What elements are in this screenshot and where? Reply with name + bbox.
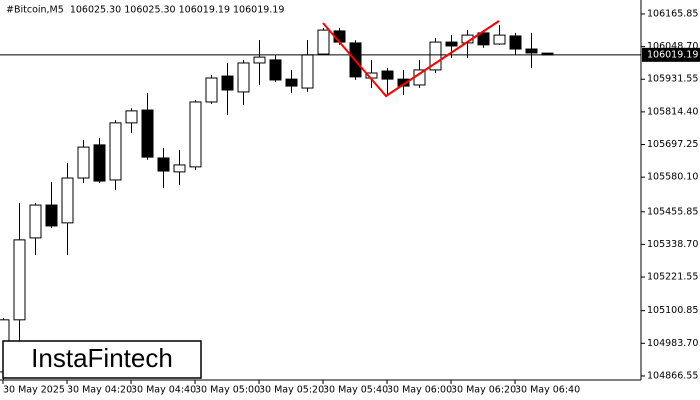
candle-body: [77, 146, 90, 179]
current-price-label: 106019.19: [647, 49, 698, 60]
candle-body: [269, 59, 282, 81]
candle-body: [237, 62, 250, 93]
pattern-line: [322, 20, 500, 98]
candle-body: [205, 77, 218, 103]
y-tick-label: 105221.55: [647, 272, 698, 283]
y-tick-label: 105697.25: [647, 139, 698, 150]
x-tick-label: 30 May 06:00: [387, 385, 452, 396]
candle-body: [13, 239, 26, 321]
x-tick-label: 30 May 06:40: [515, 385, 580, 396]
y-tick-label: 105814.40: [647, 106, 698, 117]
candle-body: [141, 109, 154, 158]
y-tick-label: 105100.85: [647, 305, 698, 316]
candle-body: [221, 75, 234, 91]
candle-body: [381, 70, 394, 80]
x-tick-label: 30 May 06:20: [451, 385, 516, 396]
y-tick-label: 106048.70: [647, 41, 698, 52]
y-tick-label: 104866.55: [647, 370, 698, 381]
candle-body: [477, 32, 490, 46]
candle-body: [301, 54, 314, 89]
candle-body: [509, 35, 522, 50]
chart-title: #Bitcoin,M5 106025.30 106025.30 106019.1…: [6, 5, 284, 16]
y-tick-label: 105931.55: [647, 74, 698, 85]
y-tick-label: 106165.85: [647, 8, 698, 19]
candle-body: [189, 101, 202, 168]
candle-body: [445, 41, 458, 47]
candle-body: [29, 204, 42, 239]
candle-body: [45, 204, 58, 227]
y-tick-label: 105580.10: [647, 172, 698, 183]
candle-body: [317, 29, 330, 55]
candle-body: [429, 41, 442, 71]
x-tick-label: 30 May 2025: [3, 385, 65, 396]
x-tick-label: 30 May 04:20: [67, 385, 132, 396]
x-tick-label: 30 May 05:20: [259, 385, 324, 396]
candle-body: [173, 164, 186, 173]
y-tick-label: 104983.70: [647, 338, 698, 349]
candle-body: [253, 56, 266, 64]
candle-body: [157, 157, 170, 172]
current-price-box: [642, 47, 700, 62]
logo-box: [2, 340, 202, 379]
candle-body: [285, 78, 298, 87]
candle-body: [93, 144, 106, 182]
candle-body: [125, 110, 138, 124]
candle-body: [397, 78, 410, 87]
x-tick-label: 30 May 04:40: [131, 385, 196, 396]
y-tick-label: 105455.85: [647, 206, 698, 217]
x-tick-label: 30 May 05:40: [323, 385, 388, 396]
x-tick-label: 30 May 05:00: [195, 385, 260, 396]
candle-body: [525, 48, 538, 54]
candle-body: [109, 122, 122, 181]
candle-body: [493, 34, 506, 45]
y-tick-label: 105338.70: [647, 239, 698, 250]
logo: InstaFintech: [31, 343, 173, 373]
candle-body: [61, 177, 74, 224]
